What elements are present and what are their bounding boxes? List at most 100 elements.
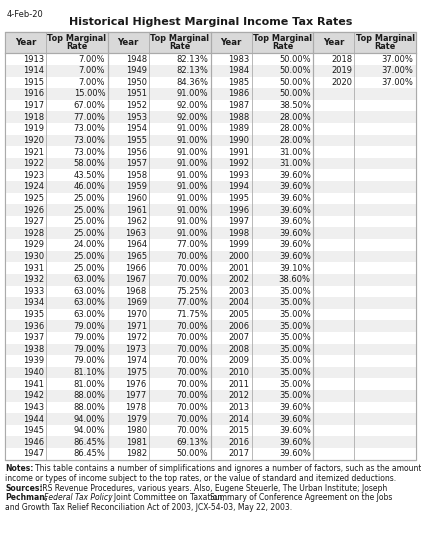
Text: 7.00%: 7.00% [79,54,105,64]
Text: Rate: Rate [67,42,88,51]
Text: Top Marginal: Top Marginal [48,34,107,42]
Text: 79.00%: 79.00% [74,345,105,354]
Text: 38.60%: 38.60% [279,275,311,284]
Text: 1966: 1966 [125,264,147,273]
Text: 92.00%: 92.00% [176,101,208,110]
Text: 1941: 1941 [23,380,44,389]
Text: IRS Revenue Procedures, various years. Also, Eugene Steuerle, The Urban Institut: IRS Revenue Procedures, various years. A… [40,484,387,493]
Text: 79.00%: 79.00% [74,333,105,342]
Text: 46.00%: 46.00% [74,182,105,191]
Text: 39.60%: 39.60% [279,182,311,191]
Text: 84.36%: 84.36% [176,78,208,87]
Text: 1978: 1978 [125,403,147,412]
Text: 82.13%: 82.13% [176,54,208,64]
Text: 1964: 1964 [125,240,147,249]
Text: 35.00%: 35.00% [279,299,311,307]
Text: 2004: 2004 [229,299,250,307]
Text: 1975: 1975 [125,368,147,377]
Text: Rate: Rate [272,42,293,51]
Text: 77.00%: 77.00% [73,113,105,122]
Text: 7.00%: 7.00% [79,78,105,87]
Text: 35.00%: 35.00% [279,310,311,319]
Text: 1985: 1985 [228,78,250,87]
Text: 2015: 2015 [229,426,250,435]
Text: 91.00%: 91.00% [176,124,208,133]
Text: 1972: 1972 [125,333,147,342]
Text: Top Marginal: Top Marginal [150,34,209,42]
Text: 70.00%: 70.00% [176,333,208,342]
Text: 2017: 2017 [228,449,250,459]
Text: 25.00%: 25.00% [74,217,105,226]
Text: 35.00%: 35.00% [279,287,311,296]
Text: 1945: 1945 [23,426,44,435]
Text: 92.00%: 92.00% [176,113,208,122]
Text: 31.00%: 31.00% [279,147,311,157]
Text: 1959: 1959 [126,182,147,191]
Text: ; Joint Committee on Taxation,: ; Joint Committee on Taxation, [109,493,225,503]
Text: 1998: 1998 [228,229,250,238]
Text: 35.00%: 35.00% [279,380,311,389]
Text: 81.00%: 81.00% [74,380,105,389]
Text: 39.60%: 39.60% [279,403,311,412]
Text: 1971: 1971 [125,322,147,331]
Text: 1946: 1946 [23,438,44,447]
Text: 35.00%: 35.00% [279,345,311,354]
Text: 1913: 1913 [23,54,44,64]
Text: 77.00%: 77.00% [176,299,208,307]
Text: 1962: 1962 [125,217,147,226]
Text: 70.00%: 70.00% [176,322,208,331]
Text: 1926: 1926 [23,206,44,214]
Text: 1947: 1947 [23,449,44,459]
Text: 1938: 1938 [23,345,44,354]
Text: 1929: 1929 [23,240,44,249]
Text: 1924: 1924 [23,182,44,191]
Text: 1973: 1973 [125,345,147,354]
Text: and Growth Tax Relief Reconciliation Act of 2003, JCX-54-03, May 22, 2003.: and Growth Tax Relief Reconciliation Act… [5,503,292,512]
Text: 58.00%: 58.00% [74,159,105,168]
Text: 35.00%: 35.00% [279,322,311,331]
Text: 88.00%: 88.00% [73,391,105,400]
Text: 37.00%: 37.00% [381,54,413,64]
Text: 1939: 1939 [23,356,44,366]
Text: 39.60%: 39.60% [279,438,311,447]
Text: 37.00%: 37.00% [381,66,413,75]
Text: 1996: 1996 [228,206,250,214]
Text: Notes:: Notes: [5,464,33,473]
Text: 1958: 1958 [125,171,147,180]
Text: 1997: 1997 [228,217,250,226]
Text: 91.00%: 91.00% [176,206,208,214]
Text: Year: Year [220,38,242,47]
Text: 2006: 2006 [228,322,250,331]
Text: 79.00%: 79.00% [74,322,105,331]
Text: 1915: 1915 [23,78,44,87]
Text: Year: Year [15,38,36,47]
Text: 91.00%: 91.00% [176,194,208,203]
Text: 1986: 1986 [228,89,250,98]
Text: 1948: 1948 [125,54,147,64]
Text: 1925: 1925 [23,194,44,203]
Text: 86.45%: 86.45% [73,449,105,459]
Text: 71.75%: 71.75% [176,310,208,319]
Text: 1960: 1960 [125,194,147,203]
Text: 25.00%: 25.00% [74,264,105,273]
Text: 50.00%: 50.00% [176,449,208,459]
Text: 1949: 1949 [126,66,147,75]
Text: 70.00%: 70.00% [176,403,208,412]
Text: 2014: 2014 [229,415,250,424]
Text: 35.00%: 35.00% [279,356,311,366]
Text: 69.13%: 69.13% [176,438,208,447]
Text: 1927: 1927 [23,217,44,226]
Text: Sources:: Sources: [5,484,43,493]
Text: 39.60%: 39.60% [279,194,311,203]
Text: 25.00%: 25.00% [74,252,105,261]
Text: 1940: 1940 [23,368,44,377]
Text: This table contains a number of simplifications and ignores a number of factors,: This table contains a number of simplifi… [35,464,421,473]
Text: 2018: 2018 [331,54,352,64]
Text: 94.00%: 94.00% [74,415,105,424]
Text: 70.00%: 70.00% [176,345,208,354]
Text: 73.00%: 73.00% [73,147,105,157]
Text: 2001: 2001 [229,264,250,273]
Text: 7.00%: 7.00% [79,66,105,75]
Text: 91.00%: 91.00% [176,89,208,98]
Text: 28.00%: 28.00% [279,113,311,122]
